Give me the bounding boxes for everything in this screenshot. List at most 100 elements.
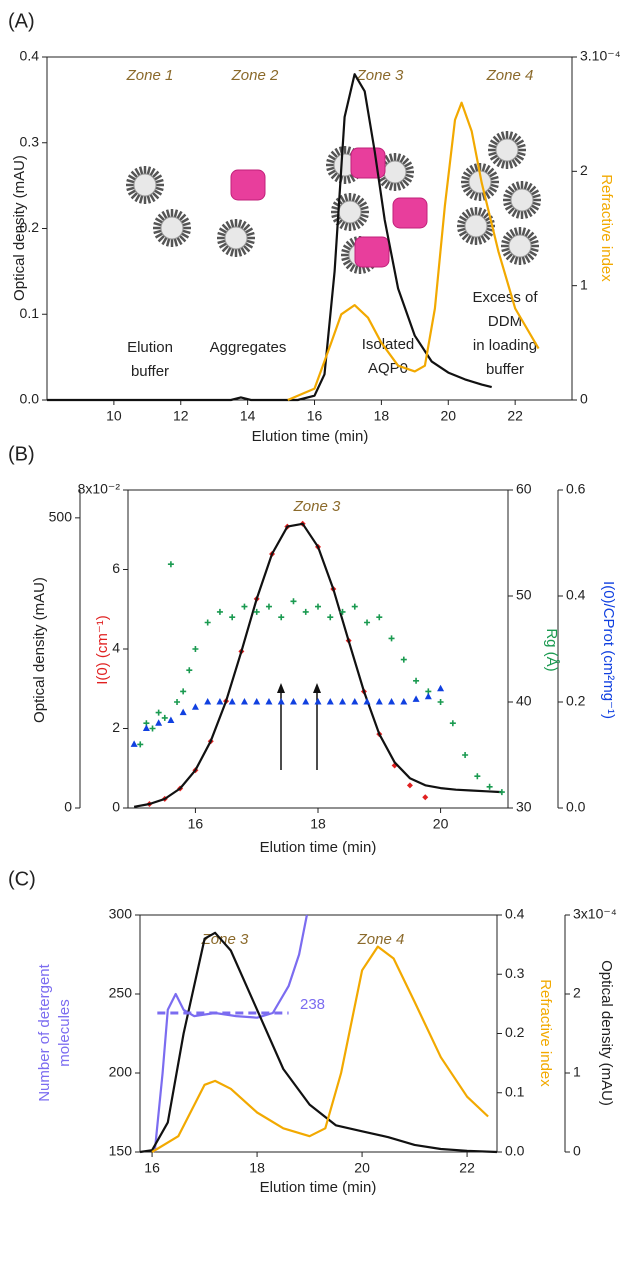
detergent-tail (182, 229, 191, 235)
arrow-head (313, 683, 321, 693)
detergent-tail (511, 132, 518, 142)
y-tick-label: 40 (516, 693, 532, 709)
detergent-tail (346, 175, 352, 184)
detergent-tail (515, 181, 521, 190)
detergent-tail (134, 167, 141, 177)
data-point (265, 698, 273, 705)
detergent-tail (246, 239, 255, 245)
x-tick-label: 22 (507, 408, 523, 424)
detergent-tail (532, 193, 541, 199)
data-point (142, 724, 150, 731)
detergent-tail (530, 189, 540, 196)
detergent-tail (399, 154, 406, 164)
detergent-tail (465, 234, 472, 244)
data-point (437, 699, 444, 705)
detergent-tail (130, 170, 139, 179)
detergent-tail (401, 178, 410, 187)
x-tick-label: 10 (106, 408, 122, 424)
data-point (228, 698, 236, 705)
detergent-tail (457, 227, 466, 233)
data-point (191, 703, 199, 710)
detergent-tail (521, 256, 527, 265)
detergent-tail (505, 252, 514, 261)
detergent-tail (399, 180, 406, 190)
detergent-tail (244, 227, 254, 234)
y-tick-label: 0 (112, 799, 120, 815)
micelle-icon (126, 166, 164, 204)
x-tick-label: 18 (249, 1160, 265, 1176)
detergent-tail (246, 231, 255, 237)
data-point (474, 773, 481, 780)
detergent-tail (221, 244, 230, 253)
data-point (400, 698, 408, 705)
detergent-tail (149, 167, 156, 177)
detergent-tail (528, 185, 537, 194)
data-point (167, 716, 175, 724)
data-point (192, 646, 199, 652)
detergent-tail (505, 231, 514, 240)
plot-frame (127, 489, 509, 809)
detergent-tail (473, 163, 479, 172)
detergent-tail (490, 183, 499, 189)
detergent-tail (161, 236, 168, 246)
detergent-tail (176, 236, 183, 246)
data-point (363, 698, 371, 705)
panel-label: (B) (8, 443, 35, 465)
y-tick-label: 150 (109, 1143, 133, 1159)
detergent-tail (528, 250, 538, 257)
detergent-tail (240, 220, 247, 230)
detergent-tail (330, 171, 339, 180)
protein-icon (392, 197, 428, 229)
detergent-tail (358, 201, 368, 208)
annotation: Aggregates (210, 339, 287, 356)
axis-label: Elution time (min) (260, 1179, 377, 1196)
data-point (253, 698, 261, 705)
detergent-tail (354, 194, 361, 204)
detergent-tail (343, 222, 349, 231)
axis-label: Optical density (mAU) (11, 155, 28, 301)
detergent-tail (526, 182, 533, 192)
detergent-tail (405, 173, 414, 179)
axis-label: Elution time (min) (252, 428, 369, 445)
detergent-tail (465, 188, 474, 197)
zone-label: Zone 3 (356, 67, 404, 84)
y-tick-label: 0.0 (566, 799, 586, 815)
detergent-tail (342, 244, 352, 251)
detergent-tail (134, 193, 141, 203)
detergent-tail (339, 194, 346, 204)
data-point (422, 794, 429, 801)
detergent-tail (458, 230, 468, 237)
detergent-tail (176, 210, 183, 220)
zone-label: Zone 3 (293, 498, 341, 515)
detergent-tail (339, 220, 346, 230)
data-point (278, 614, 285, 621)
data-point (327, 614, 334, 621)
detergent-tail (138, 195, 144, 204)
detergent-tail (356, 218, 365, 227)
data-point (302, 608, 309, 615)
detergent-tail (146, 195, 152, 204)
data-point (351, 698, 359, 705)
data-point (216, 608, 223, 615)
detergent-tail (477, 207, 483, 216)
data-point (498, 789, 505, 796)
y-tick-label: 300 (109, 906, 133, 922)
panel-label: (A) (8, 10, 35, 32)
annotation: buffer (131, 363, 169, 380)
annotation: DDM (488, 313, 522, 330)
detergent-tail (524, 254, 531, 264)
detergent-tail (511, 208, 518, 218)
data-point (265, 603, 272, 610)
data-point (406, 782, 413, 789)
detergent-tail (488, 186, 498, 193)
detergent-tail (149, 193, 156, 203)
micelle-icon (501, 227, 539, 265)
detergent-tail (482, 232, 491, 241)
detergent-tail (330, 150, 339, 159)
detergent-tail (217, 239, 226, 245)
detergent-tail (513, 156, 522, 165)
detergent-tail (503, 193, 512, 199)
data-point (216, 698, 224, 705)
protein-icon (350, 147, 386, 179)
detergent-tail (353, 265, 359, 274)
